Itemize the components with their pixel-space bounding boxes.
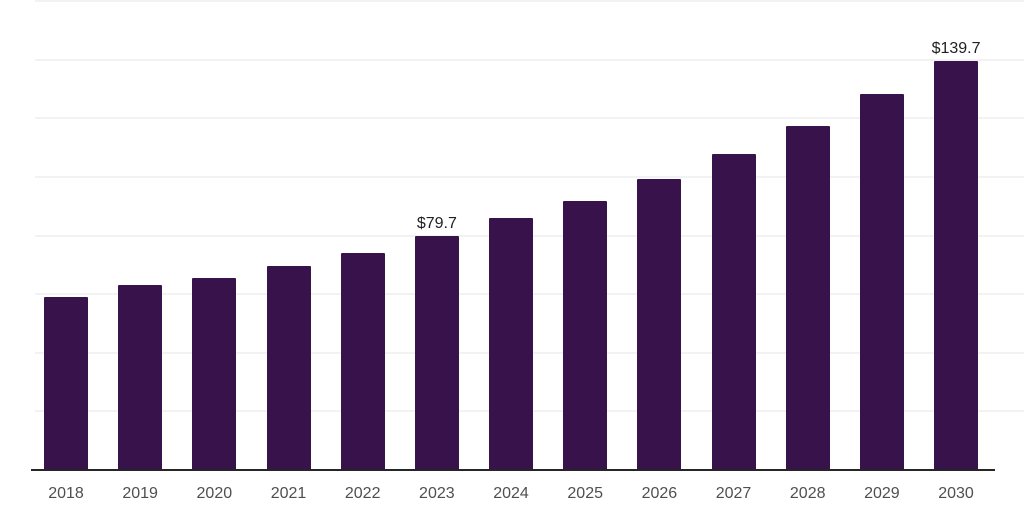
x-tick-label-2020: 2020 [196, 485, 233, 502]
x-tick-label-2025: 2025 [567, 485, 603, 502]
bar-2024 [489, 218, 533, 470]
x-tick-label-2022: 2022 [344, 485, 381, 502]
x-tick-label-2018: 2018 [48, 485, 84, 502]
bar-value-label-2023: $79.7 [416, 215, 457, 232]
x-tick-label-2029: 2029 [864, 485, 900, 502]
bar-value-label-2030: $139.7 [931, 40, 981, 57]
bar-2019 [118, 285, 162, 470]
gridline [35, 176, 1024, 178]
x-tick-label-2023: 2023 [419, 485, 455, 502]
bar-2020 [192, 278, 236, 470]
bar-2030 [934, 61, 978, 470]
bar-2027 [712, 154, 756, 470]
x-tick-label-2021: 2021 [270, 485, 307, 502]
x-tick-label-2026: 2026 [641, 485, 678, 502]
bar-2023 [415, 236, 459, 470]
gridline [35, 0, 1024, 2]
bar-2028 [786, 126, 830, 470]
bar-2022 [341, 253, 385, 470]
bar-2029 [860, 94, 904, 470]
x-tick-label-2024: 2024 [493, 485, 529, 502]
x-tick-label-2019: 2019 [122, 485, 158, 502]
bar-2025 [563, 201, 607, 470]
x-axis-line [31, 469, 995, 471]
gridline [35, 117, 1024, 119]
bar-2026 [637, 179, 681, 470]
x-tick-label-2027: 2027 [715, 485, 752, 502]
bar-2021 [267, 266, 311, 470]
bar-2018 [44, 297, 88, 470]
x-tick-label-2030: 2030 [938, 485, 974, 502]
x-tick-label-2028: 2028 [789, 485, 826, 502]
gridline [35, 59, 1024, 61]
